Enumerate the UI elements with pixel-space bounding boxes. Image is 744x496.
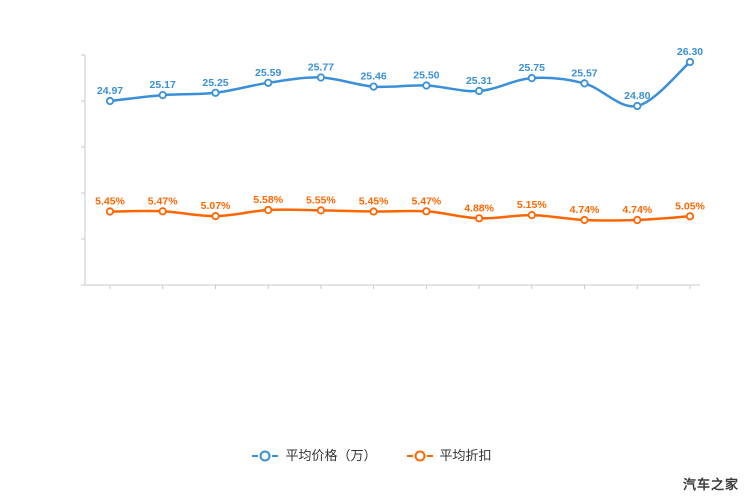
data-point <box>474 214 484 223</box>
data-label: 4.74% <box>570 204 600 216</box>
data-point <box>422 207 431 216</box>
data-point <box>474 86 484 96</box>
data-point <box>369 207 378 216</box>
data-label: 5.15% <box>517 199 547 211</box>
data-label: 25.17 <box>150 79 176 91</box>
data-point <box>264 78 273 87</box>
legend-label-average-discount: 平均折扣 <box>439 448 492 463</box>
data-label: 25.75 <box>519 62 545 74</box>
data-point <box>527 211 536 220</box>
data-label: 5.45% <box>359 196 389 208</box>
data-point <box>633 215 642 225</box>
data-point <box>105 207 115 216</box>
data-label: 5.47% <box>148 195 178 207</box>
data-label: 4.74% <box>622 204 652 216</box>
data-label: 25.77 <box>308 62 334 74</box>
data-point <box>685 212 695 221</box>
data-point <box>580 215 589 225</box>
data-point <box>422 81 431 90</box>
data-label: 24.97 <box>97 85 123 97</box>
data-label: 25.50 <box>413 70 439 82</box>
data-point <box>264 205 273 215</box>
data-label: 5.05% <box>675 200 705 212</box>
data-label: 5.07% <box>201 200 231 212</box>
data-label: 24.80 <box>624 90 650 102</box>
data-label: 5.47% <box>412 195 442 207</box>
watermark-autohome: 汽车之家 <box>682 477 739 492</box>
data-point <box>685 57 695 67</box>
legend-item-average-discount[interactable]: 平均折扣 <box>406 448 492 463</box>
data-label: 5.45% <box>95 196 125 208</box>
data-label: 25.57 <box>571 67 597 79</box>
data-label: 26.30 <box>677 46 703 58</box>
data-label: 25.59 <box>255 67 281 79</box>
series-line-1 <box>109 208 691 222</box>
data-label: 25.31 <box>466 75 492 87</box>
data-point <box>580 79 589 88</box>
data-label: 25.25 <box>202 77 228 89</box>
data-point <box>105 96 115 106</box>
chart-legend: 平均价格（万） 平均折扣 <box>0 449 744 462</box>
data-point <box>158 207 167 216</box>
data-point <box>158 91 167 100</box>
series-line-0 <box>109 61 691 108</box>
data-point <box>211 88 220 97</box>
legend-marker-discount-icon <box>406 450 433 461</box>
data-label: 25.46 <box>360 71 386 83</box>
data-label: 4.88% <box>464 202 494 214</box>
legend-marker-price-icon <box>252 450 279 461</box>
data-point <box>633 101 642 111</box>
data-point <box>316 73 325 82</box>
legend-label-average-price: 平均价格（万） <box>285 448 377 463</box>
data-point <box>316 206 325 215</box>
data-point <box>369 82 378 91</box>
data-label: 5.58% <box>253 194 283 206</box>
data-label: 5.55% <box>306 194 336 206</box>
data-point <box>527 74 536 83</box>
legend-item-average-price[interactable]: 平均价格（万） <box>252 448 377 463</box>
data-point <box>211 212 220 221</box>
